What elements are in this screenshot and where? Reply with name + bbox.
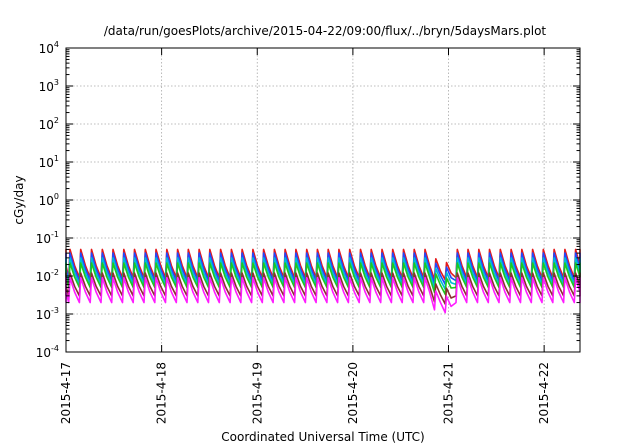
- x-tick-label: 2015-4-22: [537, 362, 551, 424]
- x-tick-labels: 2015-4-17 2015-4-18 2015-4-19 2015-4-20 2015…: [59, 362, 551, 424]
- y-tick-label: 10-4: [36, 344, 59, 360]
- x-tick-label: 2015-4-20: [346, 362, 360, 424]
- y-tick-label: 10-2: [36, 268, 59, 284]
- y-tick-label: 103: [39, 78, 59, 94]
- x-tick-label: 2015-4-17: [59, 362, 73, 424]
- x-tick-label: 2015-4-18: [155, 362, 169, 424]
- y-tick-label: 102: [39, 116, 59, 132]
- y-axis-label: cGy/day: [12, 175, 26, 224]
- grid: [65, 48, 580, 352]
- y-tick-label: 100: [39, 192, 59, 208]
- y-tick-label: 104: [39, 40, 59, 56]
- x-tick-label: 2015-4-21: [442, 362, 456, 424]
- y-tick-label: 10-1: [36, 230, 59, 246]
- axis-ticks: [65, 47, 580, 353]
- chart-title: /data/run/goesPlots/archive/2015-04-22/0…: [104, 24, 547, 38]
- y-tick-label: 101: [39, 154, 59, 170]
- series-line: [65, 276, 581, 314]
- series-group: [65, 248, 581, 314]
- y-tick-labels: 10-4 10-3 10-2 10-1 100 101 102 103 104: [36, 40, 59, 360]
- x-axis-label: Coordinated Universal Time (UTC): [221, 430, 424, 444]
- y-tick-label: 10-3: [36, 306, 59, 322]
- x-tick-label: 2015-4-19: [250, 362, 264, 424]
